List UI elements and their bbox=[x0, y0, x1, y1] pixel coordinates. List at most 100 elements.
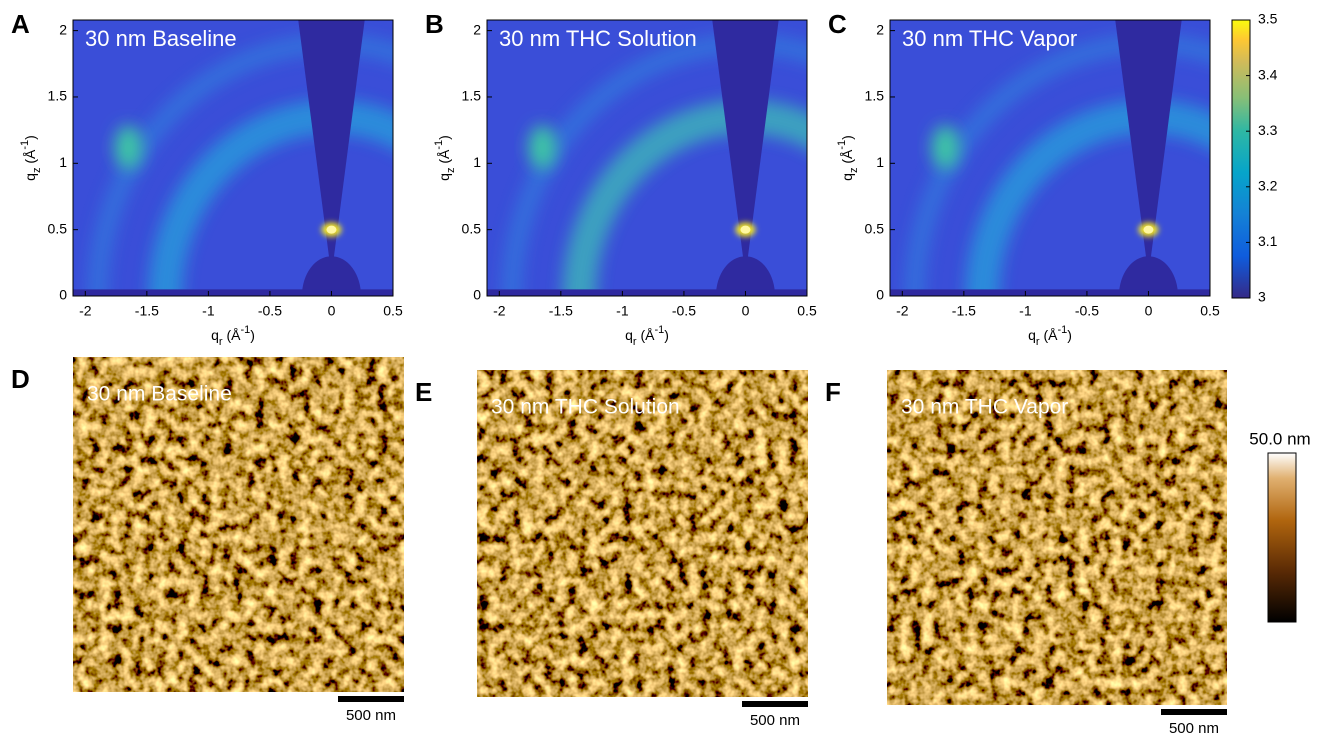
specular-core bbox=[1143, 225, 1154, 234]
axis-label-part: ) bbox=[436, 135, 452, 140]
axis-label-part: -1 bbox=[654, 324, 664, 336]
y-tick-label: 0.5 bbox=[48, 220, 68, 236]
axis-label-part: ) bbox=[1067, 327, 1072, 343]
y-tick-label: 2 bbox=[59, 21, 67, 37]
x-tick-label: -1 bbox=[616, 303, 629, 319]
beamstop-shadow bbox=[1115, 20, 1182, 262]
colorbar-tick-label: 3.5 bbox=[1258, 11, 1278, 27]
scale-bar bbox=[742, 701, 808, 707]
y-tick-label: 1.5 bbox=[462, 88, 482, 104]
axis-label-part: q bbox=[625, 327, 633, 343]
y-tick-label: 1.5 bbox=[48, 88, 68, 104]
x-tick-label: -1.5 bbox=[135, 303, 159, 319]
beamstop-shadow bbox=[298, 20, 365, 262]
frame bbox=[72, 19, 394, 297]
y-axis-label: qz (Å-1) bbox=[19, 135, 43, 181]
scale-bar bbox=[1161, 709, 1227, 715]
afm-image bbox=[477, 370, 808, 697]
panel-label: E bbox=[415, 377, 432, 407]
x-tick-label: 0.5 bbox=[1200, 303, 1220, 319]
scale-bar-label: 500 nm bbox=[1169, 720, 1219, 735]
y-tick-label: 1 bbox=[59, 154, 67, 170]
axis-label-part: q bbox=[211, 327, 219, 343]
horizon bbox=[890, 289, 1210, 296]
scale-bar-label: 500 nm bbox=[750, 712, 800, 729]
frame bbox=[889, 19, 1211, 297]
x-tick-label: -0.5 bbox=[1075, 303, 1099, 319]
x-tick-label: 0 bbox=[742, 303, 750, 319]
y-axis-label: qz (Å-1) bbox=[836, 135, 860, 181]
x-tick-label: 0 bbox=[1145, 303, 1153, 319]
y-tick-label: 1 bbox=[473, 154, 481, 170]
x-tick-label: -2 bbox=[493, 303, 506, 319]
axis-label-part: -1 bbox=[1057, 324, 1067, 336]
axis-label-part: (Å bbox=[637, 327, 656, 343]
peak bbox=[114, 125, 143, 170]
axis-label-part: ) bbox=[839, 135, 855, 140]
specular-core bbox=[740, 225, 751, 234]
y-tick-label: 2 bbox=[876, 21, 884, 37]
panel-title: 30 nm THC Solution bbox=[491, 396, 680, 419]
axis-label-part: q bbox=[1028, 327, 1036, 343]
panel-label: F bbox=[825, 377, 841, 407]
y-tick-label: 0.5 bbox=[865, 220, 885, 236]
panel-title: 30 nm THC Solution bbox=[499, 26, 697, 51]
axis-label-part: z bbox=[445, 168, 457, 174]
y-tick-label: 0.5 bbox=[462, 220, 482, 236]
x-tick-label: -2 bbox=[79, 303, 92, 319]
beamstop bbox=[715, 256, 775, 296]
y-axis-label: qz (Å-1) bbox=[433, 135, 457, 181]
scale-bar-label: 500 nm bbox=[346, 707, 396, 724]
axis-label-part: (Å bbox=[436, 149, 452, 168]
axis-label-part: ) bbox=[22, 135, 38, 140]
axis-label-part: q bbox=[839, 173, 855, 181]
x-tick-label: -1.5 bbox=[549, 303, 573, 319]
axis-label-part: (Å bbox=[839, 149, 855, 168]
axis-label-part: r bbox=[219, 336, 223, 348]
x-tick-label: -2 bbox=[896, 303, 909, 319]
panel-label: A bbox=[11, 9, 30, 39]
colorbar-tick-label: 3.3 bbox=[1258, 122, 1278, 138]
giwaxs-image bbox=[890, 20, 1210, 296]
giwaxs-image bbox=[73, 20, 393, 296]
colorbar-tick-label: 3.2 bbox=[1258, 178, 1278, 194]
axis-label-part: ) bbox=[664, 327, 669, 343]
y-tick-label: 0 bbox=[59, 287, 67, 303]
axis-label-part: (Å bbox=[22, 149, 38, 168]
x-tick-label: -1.5 bbox=[952, 303, 976, 319]
y-tick-label: 0 bbox=[876, 287, 884, 303]
axis-label-part: ) bbox=[250, 327, 255, 343]
axis-label-part: z bbox=[848, 168, 860, 174]
y-tick-label: 1.5 bbox=[865, 88, 885, 104]
horizon bbox=[73, 289, 393, 296]
afm-image bbox=[887, 370, 1227, 705]
colorbar-tick-label: 3 bbox=[1258, 289, 1266, 305]
axis-label-part: -1 bbox=[240, 324, 250, 336]
horizon bbox=[487, 289, 807, 296]
panel-label: D bbox=[11, 364, 30, 394]
axis-label-part: -1 bbox=[19, 140, 31, 150]
panel-title: 30 nm Baseline bbox=[87, 383, 232, 406]
peak bbox=[931, 125, 960, 170]
axis-label-part: -1 bbox=[836, 140, 848, 150]
y-tick-label: 0 bbox=[473, 287, 481, 303]
panel-title: 30 nm Baseline bbox=[85, 26, 237, 51]
x-tick-label: -1 bbox=[202, 303, 215, 319]
colorbar-tick-label: 3.1 bbox=[1258, 233, 1278, 249]
panel-title: 30 nm THC Vapor bbox=[902, 26, 1077, 51]
x-axis-label: qr (Å-1) bbox=[625, 324, 669, 348]
giwaxs-image bbox=[487, 20, 807, 296]
axis-label-part: r bbox=[1036, 336, 1040, 348]
x-tick-label: -0.5 bbox=[672, 303, 696, 319]
axis-label-part: -1 bbox=[433, 140, 445, 150]
panel-title: 30 nm THC Vapor bbox=[901, 396, 1068, 419]
x-tick-label: -0.5 bbox=[258, 303, 282, 319]
x-axis-label: qr (Å-1) bbox=[1028, 324, 1072, 348]
y-tick-label: 1 bbox=[876, 154, 884, 170]
x-tick-label: -1 bbox=[1019, 303, 1032, 319]
colorbar-tick-label: 3.4 bbox=[1258, 66, 1278, 82]
axis-label-part: q bbox=[22, 173, 38, 181]
beamstop bbox=[301, 256, 361, 296]
axis-label-part: q bbox=[436, 173, 452, 181]
